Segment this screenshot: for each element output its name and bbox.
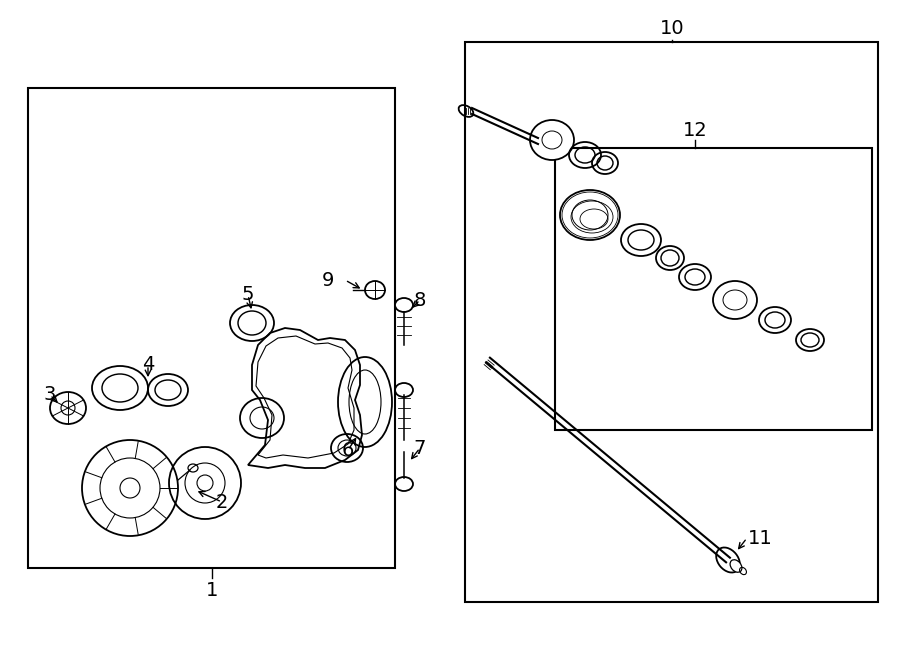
Text: 1: 1 bbox=[206, 580, 218, 600]
Bar bbox=[465, 42, 878, 602]
Ellipse shape bbox=[395, 298, 413, 312]
Text: 5: 5 bbox=[242, 286, 254, 305]
Text: 2: 2 bbox=[216, 492, 229, 512]
Ellipse shape bbox=[530, 120, 574, 160]
Text: 11: 11 bbox=[748, 529, 772, 547]
Ellipse shape bbox=[730, 560, 742, 572]
Ellipse shape bbox=[188, 464, 198, 472]
Text: 6: 6 bbox=[342, 440, 355, 459]
Bar bbox=[555, 148, 872, 430]
Text: 3: 3 bbox=[44, 385, 56, 405]
Text: 9: 9 bbox=[322, 270, 334, 290]
Text: 8: 8 bbox=[414, 290, 427, 309]
Ellipse shape bbox=[120, 478, 140, 498]
Ellipse shape bbox=[716, 547, 740, 572]
Text: 4: 4 bbox=[142, 356, 154, 375]
Text: 7: 7 bbox=[414, 438, 427, 457]
Bar bbox=[28, 88, 395, 568]
Ellipse shape bbox=[197, 475, 213, 491]
Ellipse shape bbox=[365, 281, 385, 299]
Text: 10: 10 bbox=[660, 19, 684, 38]
Text: 12: 12 bbox=[682, 120, 707, 139]
